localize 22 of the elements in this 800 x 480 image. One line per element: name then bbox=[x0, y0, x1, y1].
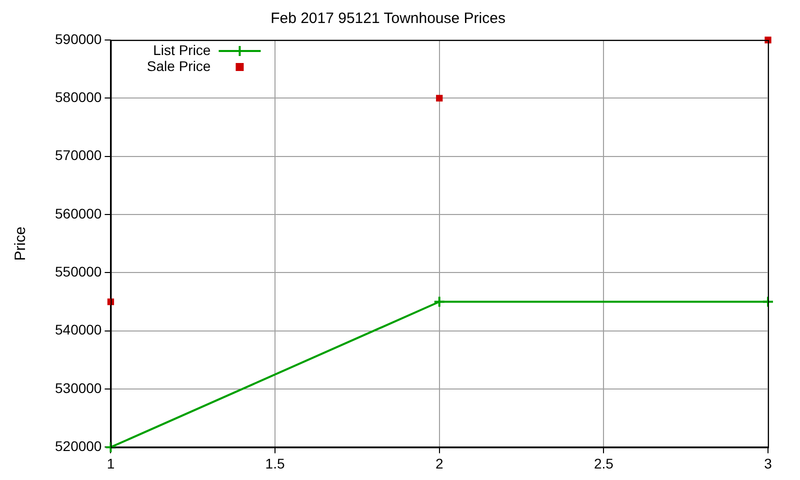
y-tick-label: 530000 bbox=[55, 380, 102, 396]
chart-title: Feb 2017 95121 Townhouse Prices bbox=[270, 10, 506, 28]
x-tick-label: 1 bbox=[106, 455, 115, 472]
y-tick-label: 590000 bbox=[55, 30, 102, 47]
x-tick-label: 1.5 bbox=[265, 455, 285, 472]
y-tick-label: 550000 bbox=[55, 264, 102, 280]
x-tick-label: 3 bbox=[764, 455, 772, 472]
y-tick-label: 560000 bbox=[55, 205, 102, 222]
point bbox=[436, 94, 443, 102]
point bbox=[764, 36, 772, 44]
point bbox=[433, 296, 446, 308]
x-tick-label: 2 bbox=[435, 455, 444, 472]
point bbox=[762, 296, 774, 308]
legend-label: List Price bbox=[153, 42, 211, 58]
legend-label: Sale Price bbox=[146, 58, 211, 74]
y-tick-label: 570000 bbox=[55, 147, 102, 164]
x-tick-label: 2.5 bbox=[594, 455, 614, 472]
point bbox=[104, 441, 117, 454]
y-tick-label: 540000 bbox=[55, 322, 102, 338]
y-tick-label: 520000 bbox=[55, 438, 102, 454]
y-tick-label: 580000 bbox=[55, 89, 102, 106]
y-axis-title: Price bbox=[12, 226, 30, 261]
